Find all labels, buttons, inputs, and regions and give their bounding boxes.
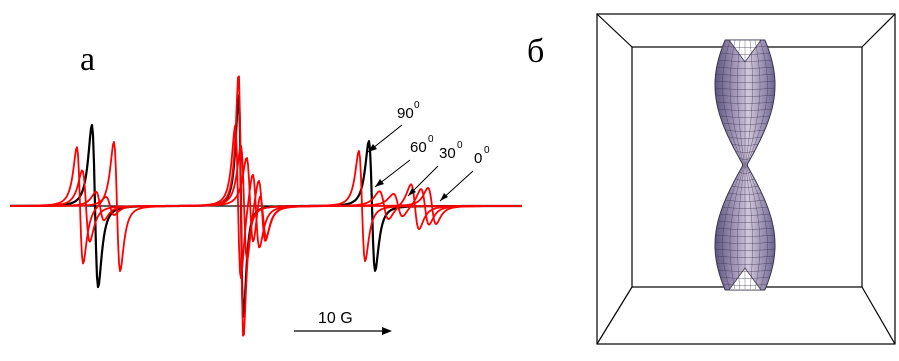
- angle-label-90: 90: [397, 105, 414, 122]
- 3d-surface: [714, 39, 776, 291]
- scale-bar-label: 10 G: [318, 310, 353, 327]
- angle-label-30: 30: [439, 145, 456, 162]
- leader-arrow-60: [375, 179, 384, 187]
- surface-mesh-line: [722, 39, 744, 290]
- surface-mesh-line: [745, 39, 753, 290]
- angle-sup-30: 0: [457, 140, 463, 151]
- leader-arrow-0: [440, 193, 448, 201]
- panel-a-label: а: [80, 41, 95, 78]
- box-outer-frame: [596, 13, 896, 345]
- leader-arrow-90: [368, 144, 377, 152]
- spectra-group: [9, 75, 523, 337]
- scale-bar-arrowhead: [382, 327, 392, 335]
- angle-sup-60: 0: [428, 134, 434, 145]
- box-edge-bottom-left: [596, 286, 633, 345]
- angle-sup-90: 0: [414, 100, 420, 111]
- spectrum-trace: [10, 75, 522, 337]
- surface-mesh-line: [729, 39, 744, 290]
- box-edge-bottom-right: [861, 286, 896, 345]
- angle-annotations: 90 0 60 0 30 0 0 0: [367, 100, 490, 202]
- spectrum-trace: [10, 144, 522, 261]
- box-edge-top-right: [861, 13, 896, 48]
- angle-sup-0: 0: [484, 145, 490, 156]
- surface-mesh-line: [746, 39, 768, 290]
- scale-bar: 10 G: [294, 310, 392, 335]
- surface-mesh-line: [746, 39, 761, 290]
- panel-a: а 90 0 60 0 30 0 0 0 10 G: [9, 41, 523, 337]
- panel-b-label: б: [527, 33, 544, 70]
- spectrum-trace: [10, 124, 522, 279]
- box-edge-top-left: [596, 13, 633, 48]
- angle-label-60: 60: [410, 139, 427, 156]
- surface-mesh-line: [737, 39, 745, 290]
- spectrum-trace: [10, 157, 522, 243]
- panel-b: б: [527, 13, 896, 345]
- angle-label-0: 0: [474, 150, 482, 167]
- leader-arrow-30: [408, 188, 416, 196]
